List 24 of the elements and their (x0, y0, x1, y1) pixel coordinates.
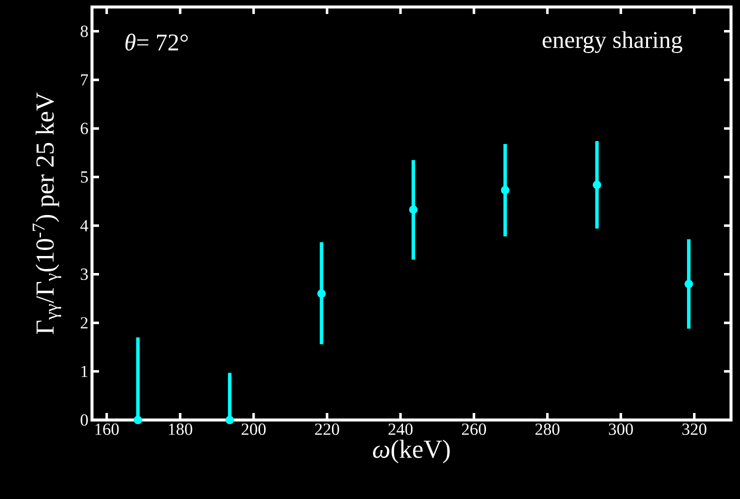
x-tick-label: 180 (168, 424, 192, 435)
x-tick-label: 160 (95, 424, 119, 435)
y-tick-label: 1 (81, 366, 88, 377)
point (134, 416, 142, 424)
x-tick-label: 280 (535, 424, 560, 435)
y-tick-label: 0 (80, 414, 88, 426)
x-tick-label: 320 (682, 424, 706, 435)
y-axis-title: Γ$_{γγ}$/Γ$_{γ}$(10$^{-7}$) per 25 keV (32, 92, 62, 334)
y-tick-label: 6 (80, 122, 88, 134)
y-tick-label: 4 (80, 220, 88, 232)
y-tick-label: 3 (80, 268, 88, 280)
y-tick-label: 5 (80, 171, 88, 183)
y-tick-label: 2 (80, 317, 88, 328)
annotation: θ= 72° (125, 34, 188, 51)
x-tick-label: 260 (462, 424, 486, 435)
y-tick-label: 7 (81, 74, 88, 86)
x-tick-label: 200 (242, 424, 266, 435)
x-tick-label: 300 (608, 424, 633, 435)
x-tick-label: 240 (388, 424, 413, 435)
x-axis-title: ω(keV) (373, 440, 450, 464)
point (225, 416, 234, 424)
annotation: energy sharing (542, 31, 682, 53)
x-tick-label: 220 (315, 424, 340, 435)
y-tick-label: 8 (80, 26, 88, 38)
